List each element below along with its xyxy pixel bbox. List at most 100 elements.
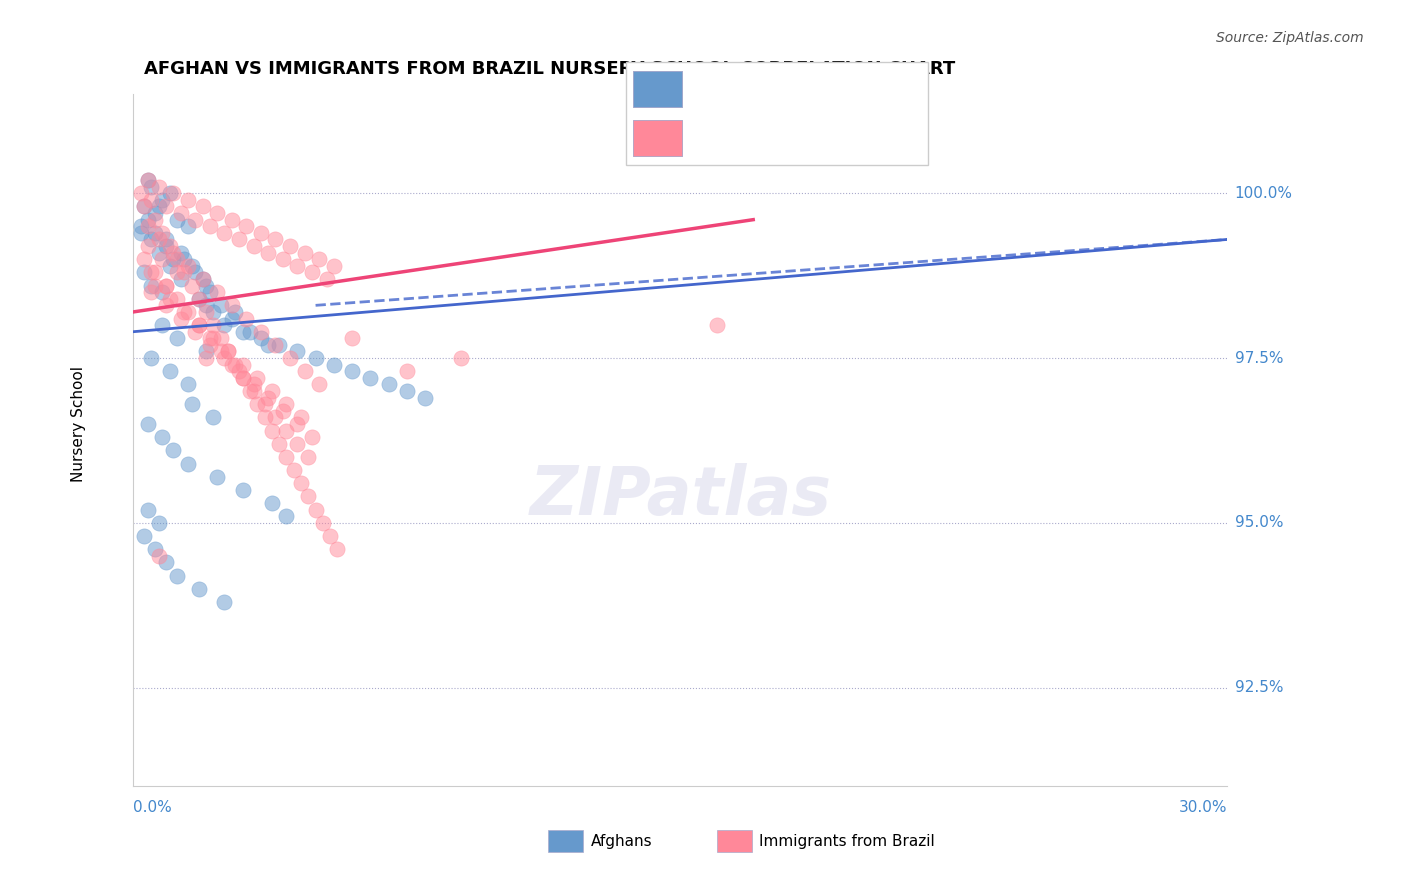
Point (285, 417, 308, 431)
Point (166, 252, 188, 267)
Point (191, 199, 214, 213)
Point (162, 252, 184, 267)
Point (278, 239, 301, 253)
Point (134, 252, 156, 267)
Point (141, 193, 163, 207)
Point (184, 212, 207, 227)
Point (148, 199, 170, 213)
Point (214, 595, 236, 609)
Point (187, 292, 209, 306)
Point (269, 338, 291, 352)
Point (312, 516, 335, 530)
Point (173, 305, 195, 319)
Point (152, 285, 174, 300)
Point (195, 278, 218, 293)
Point (136, 239, 159, 253)
Point (217, 344, 239, 359)
Point (191, 272, 214, 286)
Text: R =  0.121   N = 120: R = 0.121 N = 120 (661, 134, 879, 152)
Point (276, 509, 298, 524)
Point (308, 252, 330, 267)
Point (134, 199, 156, 213)
Point (134, 199, 156, 213)
Text: Immigrants from Brazil: Immigrants from Brazil (759, 834, 935, 848)
Point (166, 568, 188, 582)
Point (304, 351, 326, 365)
Point (264, 338, 287, 352)
Point (148, 245, 170, 260)
Point (209, 344, 232, 359)
Point (187, 318, 209, 332)
Point (155, 232, 177, 246)
Point (169, 206, 191, 220)
Point (301, 430, 323, 444)
Point (319, 529, 342, 543)
Point (148, 549, 170, 563)
Point (166, 212, 188, 227)
Point (322, 358, 344, 372)
Point (359, 371, 381, 385)
Point (195, 351, 218, 365)
Point (228, 364, 250, 378)
Point (177, 305, 200, 319)
Point (166, 292, 188, 306)
Point (232, 371, 254, 385)
Point (283, 463, 305, 477)
Point (180, 397, 202, 411)
Point (260, 384, 283, 398)
Point (264, 232, 287, 246)
Point (242, 384, 264, 398)
Point (224, 305, 246, 319)
Point (239, 384, 262, 398)
Point (152, 430, 174, 444)
Point (141, 285, 163, 300)
Point (198, 219, 221, 234)
Point (250, 226, 273, 240)
Point (205, 469, 228, 483)
Point (129, 226, 152, 240)
Point (209, 331, 232, 345)
Point (159, 364, 181, 378)
Point (340, 364, 363, 378)
Point (155, 239, 177, 253)
Point (148, 232, 170, 246)
Point (315, 272, 337, 286)
Point (257, 245, 280, 260)
Point (143, 278, 166, 293)
Point (205, 206, 228, 220)
Point (141, 351, 163, 365)
Point (152, 193, 174, 207)
Point (134, 265, 156, 279)
Point (326, 542, 349, 557)
Text: 0.0%: 0.0% (134, 799, 172, 814)
Point (136, 173, 159, 187)
Point (148, 179, 170, 194)
Point (159, 186, 181, 201)
Point (129, 219, 152, 234)
Point (169, 245, 191, 260)
Point (136, 212, 159, 227)
Point (297, 450, 319, 464)
Point (269, 436, 291, 450)
Point (143, 226, 166, 240)
Point (202, 331, 225, 345)
Text: Source: ZipAtlas.com: Source: ZipAtlas.com (1216, 31, 1364, 45)
Point (159, 292, 181, 306)
Point (239, 325, 262, 339)
Point (257, 391, 280, 405)
Text: Afghans: Afghans (591, 834, 652, 848)
Point (136, 173, 159, 187)
Point (271, 404, 294, 418)
Point (250, 325, 273, 339)
Point (141, 278, 163, 293)
Point (202, 305, 225, 319)
Point (166, 265, 188, 279)
Point (141, 179, 163, 194)
Text: 97.5%: 97.5% (1234, 351, 1284, 366)
Point (173, 252, 195, 267)
Point (297, 490, 319, 504)
Point (198, 331, 221, 345)
Point (177, 193, 200, 207)
Point (180, 259, 202, 273)
Point (184, 325, 207, 339)
